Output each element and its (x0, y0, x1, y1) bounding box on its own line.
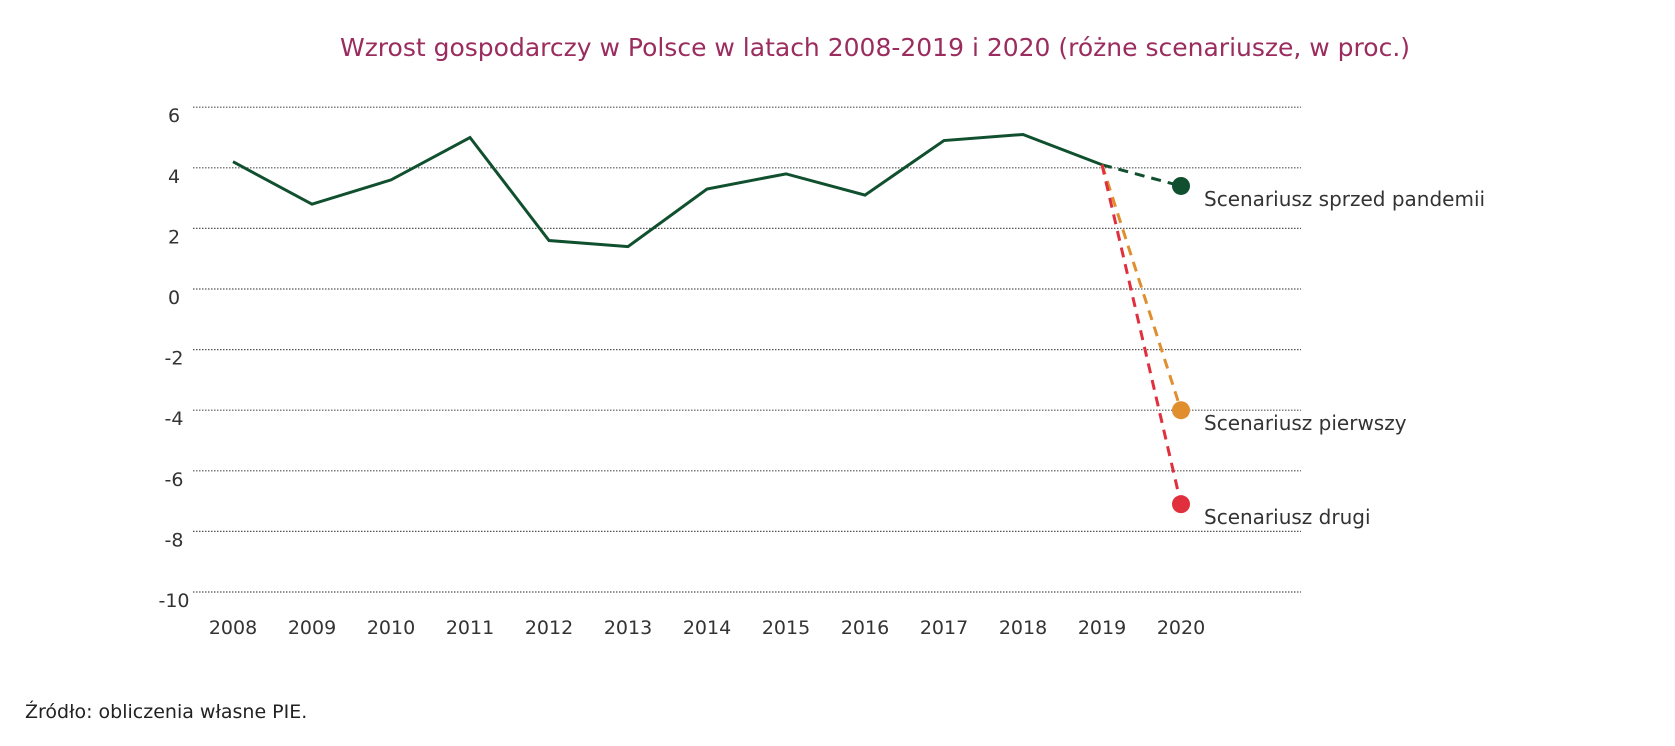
x-tick-label: 2012 (525, 617, 573, 639)
source-note: Źródło: obliczenia własne PIE. (25, 700, 307, 723)
y-tick-label: -8 (165, 529, 184, 551)
y-tick-label: 4 (168, 166, 180, 188)
scenario-pre-pandemic-label: Scenariusz sprzed pandemii (1204, 187, 1485, 211)
x-tick-label: 2018 (999, 617, 1047, 639)
y-tick-label: 0 (168, 287, 180, 309)
x-tick-label: 2009 (288, 617, 336, 639)
scenario-pre-pandemic-point (1172, 176, 1190, 195)
scenario-first-point (1172, 401, 1190, 420)
y-tick-label: -2 (165, 348, 184, 370)
history-line (232, 132, 1103, 249)
scenario-line (1100, 164, 1183, 505)
scenario-second-point (1172, 495, 1190, 514)
x-tick-label: 2017 (920, 617, 968, 639)
x-tick-label: 2019 (1078, 617, 1126, 639)
scenario-line (1100, 164, 1183, 411)
x-tick-label: 2013 (604, 617, 652, 639)
scenario-line (1101, 163, 1182, 188)
x-tick-label: 2014 (683, 617, 731, 639)
y-tick-label: -10 (158, 590, 189, 612)
x-tick-label: 2008 (209, 617, 257, 639)
y-tick-label: -6 (165, 469, 184, 491)
y-tick-label: 6 (168, 105, 180, 127)
x-tick-label: 2010 (367, 617, 415, 639)
x-tick-label: 2015 (762, 617, 810, 639)
scenario-second-label: Scenariusz drugi (1204, 505, 1371, 529)
x-tick-label: 2016 (841, 617, 889, 639)
x-tick-label: 2020 (1157, 617, 1205, 639)
y-tick-label: -4 (165, 408, 184, 430)
x-tick-label: 2011 (446, 617, 494, 639)
scenario-first-label: Scenariusz pierwszy (1204, 411, 1407, 435)
y-tick-label: 2 (168, 226, 180, 248)
chart-title: Wzrost gospodarczy w Polsce w latach 200… (340, 33, 1410, 62)
